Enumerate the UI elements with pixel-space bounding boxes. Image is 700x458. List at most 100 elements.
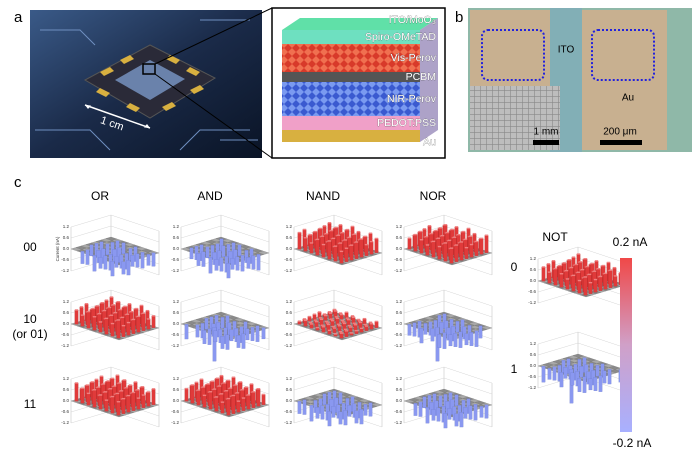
bar-top — [359, 238, 364, 240]
bar-top — [450, 228, 455, 231]
bar — [462, 326, 467, 340]
bar — [359, 239, 364, 258]
bar-plot-3d: 1.2 0.6 0.0 -0.6 -1.2 — [528, 331, 627, 404]
bar-top — [352, 233, 357, 235]
bar — [418, 401, 423, 417]
bar-top — [424, 235, 429, 238]
axis-label: Current (nA) — [55, 236, 60, 261]
bar-top — [92, 316, 97, 318]
bar — [237, 244, 242, 257]
bar-top — [215, 377, 220, 379]
bar — [452, 406, 457, 421]
bar — [240, 255, 245, 272]
bar — [315, 407, 320, 419]
bar-top — [121, 397, 126, 400]
bar — [210, 245, 215, 259]
bar — [330, 320, 335, 326]
bar-plot-3d: 1.2 0.6 0.0 -0.6 -1.2 — [171, 366, 270, 428]
bar — [116, 320, 121, 339]
bar-top — [569, 266, 574, 269]
bar — [547, 368, 552, 380]
tick-label: 0.0 — [63, 246, 70, 251]
bar — [369, 241, 374, 255]
bar-plot-3d: 1.2 0.6 0.0 -0.6 -1.2 — [284, 214, 383, 276]
wall-grid — [403, 300, 493, 318]
bar — [339, 251, 344, 264]
bar — [428, 321, 433, 336]
bar — [353, 324, 358, 331]
bar — [121, 398, 126, 414]
bar — [563, 367, 568, 379]
bar-top — [368, 232, 373, 234]
bar-top — [231, 376, 236, 378]
bar-top — [445, 231, 450, 234]
bar-top — [131, 318, 136, 321]
bar — [231, 395, 236, 414]
bar — [209, 316, 214, 331]
bar-top — [333, 245, 338, 247]
bar-top — [322, 313, 327, 315]
bar-top — [131, 391, 136, 394]
bar-top — [603, 272, 608, 275]
bar — [449, 248, 454, 264]
bar — [343, 410, 348, 426]
bar — [98, 257, 103, 269]
bar-top — [368, 321, 373, 323]
bar-top — [574, 263, 579, 266]
bar-top — [233, 384, 238, 386]
bar — [246, 395, 251, 410]
tick-label: 0.6 — [396, 387, 403, 392]
bar — [219, 257, 224, 272]
bar — [201, 251, 206, 267]
bar — [413, 234, 418, 252]
tick-label: 0.0 — [173, 246, 180, 251]
tick-label: -1.2 — [284, 343, 292, 348]
bar — [110, 261, 115, 277]
bar-top — [86, 392, 91, 395]
bar — [74, 383, 79, 402]
bar-top — [104, 299, 109, 301]
wall-grid — [403, 377, 493, 395]
wall-grid — [70, 214, 160, 232]
bar — [104, 318, 109, 335]
tick-label: -0.6 — [61, 257, 69, 262]
bar-top — [449, 247, 454, 249]
bar-top — [312, 313, 317, 315]
bar — [479, 238, 484, 255]
bar-top — [332, 308, 337, 311]
bar — [446, 327, 451, 341]
bar — [104, 400, 109, 412]
bar — [448, 334, 453, 347]
bar — [359, 328, 364, 333]
tick-label: -0.6 — [394, 409, 402, 414]
bar-top — [145, 309, 150, 312]
bar — [208, 391, 213, 410]
bar — [226, 398, 231, 416]
bar-top — [559, 273, 564, 275]
bar-top — [419, 239, 424, 241]
bar — [407, 238, 412, 250]
bar-top — [330, 319, 335, 322]
bar — [338, 392, 343, 405]
bar-top — [338, 224, 343, 226]
bar-top — [104, 399, 109, 401]
bar-top — [126, 321, 131, 324]
bar — [478, 325, 483, 339]
bar — [85, 249, 90, 265]
bar — [464, 333, 469, 346]
bar-top — [345, 317, 350, 319]
bar-top — [319, 318, 324, 321]
bar — [374, 238, 379, 253]
bar — [561, 360, 566, 373]
bar-top — [364, 325, 369, 327]
bar-top — [335, 317, 340, 320]
bar-top — [128, 384, 133, 386]
bar-top — [546, 263, 551, 265]
bar — [333, 246, 338, 262]
bar — [427, 395, 432, 409]
tick-label: 0.6 — [63, 235, 70, 240]
floor-cell — [480, 325, 493, 330]
bar — [344, 312, 349, 318]
bar — [613, 276, 618, 287]
bar-top — [116, 401, 121, 403]
